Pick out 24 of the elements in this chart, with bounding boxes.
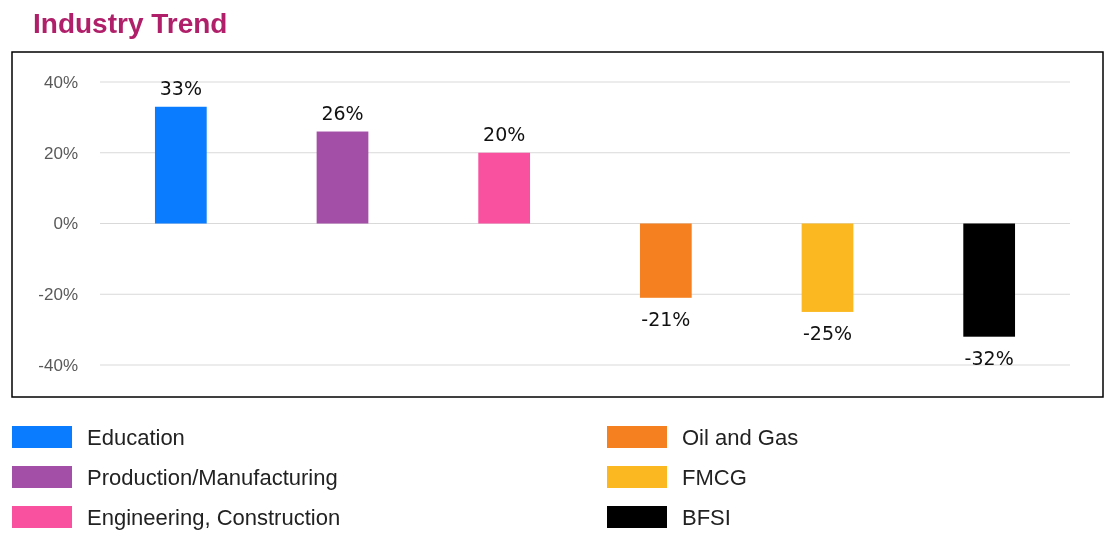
bar — [801, 223, 854, 312]
legend-label: BFSI — [682, 504, 731, 530]
legend-label: FMCG — [682, 464, 747, 490]
data-label: 26% — [321, 101, 364, 124]
y-tick-label: -40% — [38, 355, 78, 375]
bar — [639, 223, 692, 298]
legend-label: Engineering, Construction — [87, 504, 341, 530]
y-tick-label: 20% — [43, 143, 78, 163]
data-label: -25% — [802, 322, 853, 345]
y-tick-label: -20% — [38, 285, 78, 305]
bar — [154, 106, 207, 224]
data-label: -32% — [964, 347, 1014, 370]
legend-label: Oil and Gas — [682, 424, 799, 450]
y-tick-label: 40% — [43, 72, 78, 92]
bar — [316, 131, 369, 224]
data-label: -21% — [641, 308, 691, 331]
data-label: 33% — [159, 76, 202, 99]
data-label: 20% — [483, 122, 526, 145]
bar — [478, 152, 531, 224]
bar — [963, 223, 1016, 337]
y-tick-label: 0% — [53, 214, 78, 234]
legend-label: Education — [87, 424, 185, 450]
chart-title: Industry Trend — [33, 8, 228, 39]
legend-label: Production/Manufacturing — [87, 464, 338, 490]
